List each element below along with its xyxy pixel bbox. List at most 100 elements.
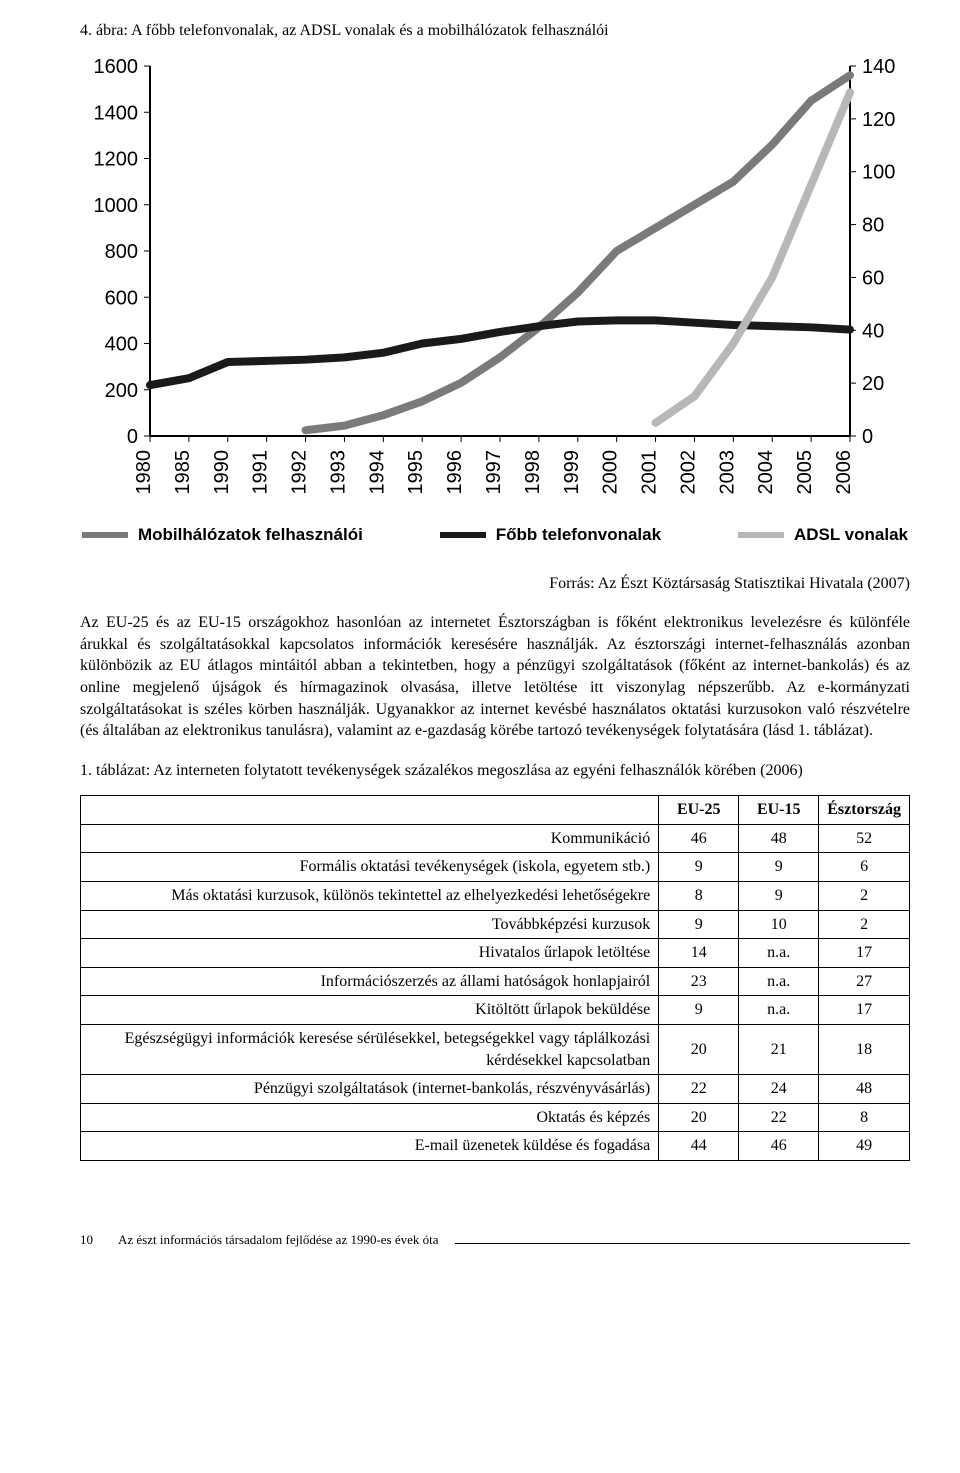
row-label: Hivatalos űrlapok letöltése [81, 939, 659, 968]
row-label: Más oktatási kurzusok, különös tekintett… [81, 882, 659, 911]
svg-text:1000: 1000 [94, 194, 139, 216]
data-table: EU-25EU-15ÉsztországKommunikáció464852Fo… [80, 795, 910, 1161]
svg-text:1992: 1992 [289, 450, 311, 495]
row-value: 9 [659, 910, 739, 939]
row-value: 9 [739, 882, 819, 911]
chart-legend: Mobilhálózatok felhasználói Főbb telefon… [80, 518, 910, 553]
svg-text:1400: 1400 [94, 102, 139, 124]
svg-text:200: 200 [105, 379, 138, 401]
svg-text:1985: 1985 [172, 450, 194, 495]
svg-text:400: 400 [105, 333, 138, 355]
row-value: 10 [739, 910, 819, 939]
row-value: 52 [819, 824, 910, 853]
table-row: E-mail üzenetek küldése és fogadása44464… [81, 1132, 910, 1161]
figure-source: Forrás: Az Észt Köztársaság Statisztikai… [80, 573, 910, 595]
line-chart: 0200400600800100012001400160002040608010… [80, 56, 910, 516]
row-value: 6 [819, 853, 910, 882]
svg-text:1997: 1997 [483, 450, 505, 495]
row-value: 2 [819, 910, 910, 939]
row-value: 22 [659, 1075, 739, 1104]
svg-text:2000: 2000 [600, 450, 622, 495]
row-label: Oktatás és képzés [81, 1103, 659, 1132]
row-value: 8 [819, 1103, 910, 1132]
svg-text:100: 100 [862, 161, 895, 183]
page-number: 10 [80, 1231, 102, 1249]
table-header [81, 796, 659, 825]
row-value: 9 [739, 853, 819, 882]
row-value: 9 [659, 996, 739, 1025]
table-row: Oktatás és képzés20228 [81, 1103, 910, 1132]
row-value: 18 [819, 1025, 910, 1075]
row-label: Továbbképzési kurzusok [81, 910, 659, 939]
svg-text:1995: 1995 [405, 450, 427, 495]
legend-label: ADSL vonalak [794, 524, 908, 547]
svg-text:1990: 1990 [211, 450, 233, 495]
figure-title: 4. ábra: A főbb telefonvonalak, az ADSL … [80, 20, 910, 42]
legend-label: Mobilhálózatok felhasználói [138, 524, 363, 547]
row-label: Egészségügyi információk keresése sérülé… [81, 1025, 659, 1075]
row-value: 21 [739, 1025, 819, 1075]
row-value: n.a. [739, 939, 819, 968]
row-value: 14 [659, 939, 739, 968]
legend-swatch [440, 532, 486, 538]
table-row: Hivatalos űrlapok letöltése14n.a.17 [81, 939, 910, 968]
row-value: n.a. [739, 996, 819, 1025]
svg-text:40: 40 [862, 320, 884, 342]
table-row: Egészségügyi információk keresése sérülé… [81, 1025, 910, 1075]
svg-text:1980: 1980 [133, 450, 155, 495]
footer-rule [455, 1243, 910, 1244]
table-header: Észtország [819, 796, 910, 825]
legend-item-fobb: Főbb telefonvonalak [440, 524, 661, 547]
row-value: 46 [659, 824, 739, 853]
svg-text:2004: 2004 [755, 450, 777, 495]
row-value: 23 [659, 967, 739, 996]
row-value: 17 [819, 996, 910, 1025]
svg-text:2006: 2006 [833, 450, 855, 495]
svg-text:1993: 1993 [327, 450, 349, 495]
row-value: 17 [819, 939, 910, 968]
svg-text:2001: 2001 [639, 450, 661, 495]
legend-swatch [738, 532, 784, 538]
svg-text:2003: 2003 [716, 450, 738, 495]
svg-text:120: 120 [862, 108, 895, 130]
svg-text:0: 0 [862, 426, 873, 448]
legend-swatch [82, 532, 128, 538]
page-footer: 10 Az észt információs társadalom fejlőd… [80, 1231, 910, 1249]
svg-text:800: 800 [105, 241, 138, 263]
row-value: 24 [739, 1075, 819, 1104]
svg-text:1200: 1200 [94, 148, 139, 170]
row-value: 49 [819, 1132, 910, 1161]
row-value: 2 [819, 882, 910, 911]
table-row: Más oktatási kurzusok, különös tekintett… [81, 882, 910, 911]
svg-text:1999: 1999 [561, 450, 583, 495]
row-label: E-mail üzenetek küldése és fogadása [81, 1132, 659, 1161]
table-row: Kommunikáció464852 [81, 824, 910, 853]
row-label: Kommunikáció [81, 824, 659, 853]
table-row: Pénzügyi szolgáltatások (internet-bankol… [81, 1075, 910, 1104]
row-value: 8 [659, 882, 739, 911]
table-row: Továbbképzési kurzusok9102 [81, 910, 910, 939]
table-header: EU-25 [659, 796, 739, 825]
svg-text:140: 140 [862, 56, 895, 78]
svg-text:1996: 1996 [444, 450, 466, 495]
row-value: 22 [739, 1103, 819, 1132]
svg-text:80: 80 [862, 214, 884, 236]
row-label: Kitöltött űrlapok beküldése [81, 996, 659, 1025]
row-value: 20 [659, 1103, 739, 1132]
svg-text:1991: 1991 [250, 450, 272, 495]
row-label: Pénzügyi szolgáltatások (internet-bankol… [81, 1075, 659, 1104]
row-value: 48 [739, 824, 819, 853]
table-row: Kitöltött űrlapok beküldése9n.a.17 [81, 996, 910, 1025]
row-value: 46 [739, 1132, 819, 1161]
svg-text:600: 600 [105, 287, 138, 309]
body-paragraph: Az EU-25 és az EU-15 országokhoz hasonló… [80, 612, 910, 742]
svg-text:1600: 1600 [94, 56, 139, 78]
row-label: Formális oktatási tevékenységek (iskola,… [81, 853, 659, 882]
table-title: 1. táblázat: Az interneten folytatott te… [80, 760, 910, 782]
row-value: n.a. [739, 967, 819, 996]
row-value: 48 [819, 1075, 910, 1104]
table-header: EU-15 [739, 796, 819, 825]
row-label: Információszerzés az állami hatóságok ho… [81, 967, 659, 996]
svg-text:2005: 2005 [794, 450, 816, 495]
svg-text:2002: 2002 [677, 450, 699, 495]
